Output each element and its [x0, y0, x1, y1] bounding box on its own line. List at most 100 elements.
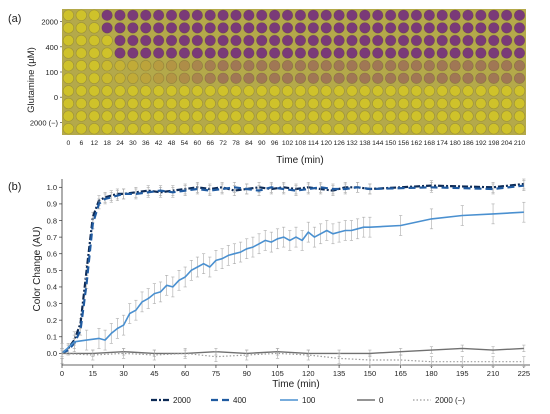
well: [217, 97, 229, 110]
well: [385, 97, 397, 110]
x-tick-label: 135: [333, 369, 346, 378]
well: [88, 34, 100, 47]
well: [165, 34, 178, 47]
well: [153, 123, 165, 135]
well: [127, 9, 139, 21]
well: [385, 22, 397, 34]
well: [256, 9, 268, 21]
well: [101, 47, 113, 59]
well: [127, 47, 139, 59]
well: [410, 72, 423, 84]
well: [178, 85, 191, 97]
time-tick-label: 198: [488, 140, 500, 147]
time-tick-label: 66: [206, 140, 214, 147]
panel-a-y-axis-label: Glutamine (µM): [26, 47, 37, 113]
panel-a-x-axis-label: Time (min): [276, 155, 323, 166]
well: [397, 123, 410, 135]
y-tick-label: 0.1: [47, 333, 57, 342]
well: [178, 34, 191, 47]
time-tick-label: 72: [219, 140, 227, 147]
series-100: [60, 201, 526, 364]
well: [140, 47, 152, 59]
well: [320, 34, 332, 47]
well: [243, 9, 255, 21]
well: [88, 72, 100, 84]
well: [88, 9, 100, 21]
well: [153, 47, 165, 59]
series-line: [61, 352, 524, 363]
well: [307, 34, 319, 47]
well: [88, 22, 100, 34]
well: [243, 72, 255, 84]
well: [256, 72, 268, 84]
well: [191, 123, 203, 135]
well: [307, 110, 319, 122]
well: [462, 34, 474, 47]
time-tick-label: 48: [168, 140, 176, 147]
well: [410, 47, 423, 59]
well: [256, 97, 268, 110]
well: [333, 60, 345, 72]
time-tick-label: 156: [398, 140, 410, 147]
well: [346, 34, 358, 47]
well: [127, 72, 139, 84]
well: [204, 85, 216, 97]
well: [217, 9, 229, 21]
time-tick-label: 18: [103, 140, 111, 147]
well: [449, 123, 461, 135]
well: [88, 123, 100, 135]
well: [114, 85, 126, 97]
well: [385, 60, 397, 72]
well: [513, 85, 526, 97]
well: [488, 22, 500, 34]
well: [114, 60, 126, 72]
well: [165, 9, 178, 21]
well: [320, 47, 332, 59]
well: [294, 9, 307, 21]
well: [269, 85, 281, 97]
well: [346, 110, 358, 122]
well: [385, 34, 397, 47]
well: [294, 72, 307, 84]
well: [501, 9, 513, 21]
well: [230, 60, 242, 72]
well: [230, 22, 242, 34]
well: [153, 22, 165, 34]
well: [178, 9, 191, 21]
x-tick-label: 45: [150, 369, 158, 378]
well: [75, 22, 87, 34]
well: [462, 97, 474, 110]
well: [127, 85, 139, 97]
chart-legend: 2000 400 100 0 2000 (−): [151, 396, 465, 405]
well: [501, 85, 513, 97]
well: [281, 85, 294, 97]
well: [423, 60, 435, 72]
y-tick-label: 0.2: [47, 316, 57, 325]
well: [230, 9, 242, 21]
well: [449, 47, 461, 59]
well: [204, 72, 216, 84]
well: [436, 47, 448, 59]
well: [346, 85, 358, 97]
well: [101, 60, 113, 72]
x-tick-label: 75: [212, 369, 220, 378]
well: [436, 34, 448, 47]
well: [165, 85, 178, 97]
well: [475, 47, 487, 59]
time-tick-label: 144: [372, 140, 384, 147]
well: [127, 34, 139, 47]
well: [178, 22, 191, 34]
well: [475, 72, 487, 84]
well: [436, 72, 448, 84]
legend-label: 2000 (−): [435, 396, 465, 405]
well: [462, 123, 474, 135]
well: [488, 9, 500, 21]
row-label: 2000 (−): [30, 118, 59, 127]
well: [281, 34, 294, 47]
x-tick-label: 120: [302, 369, 315, 378]
well: [153, 72, 165, 84]
well: [281, 60, 294, 72]
well: [501, 123, 513, 135]
well: [230, 97, 242, 110]
well: [501, 72, 513, 84]
